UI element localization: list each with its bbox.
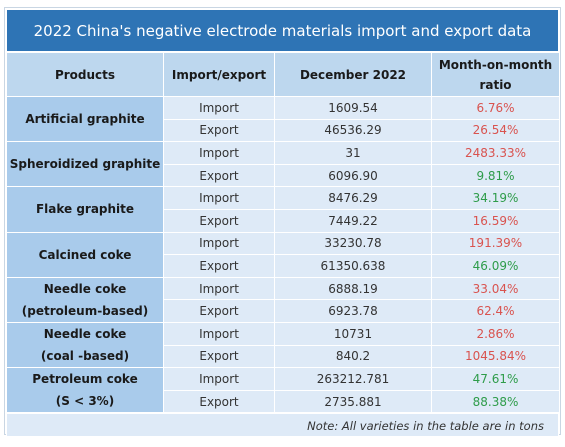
december-value-cell: 2735.881 [274,389,432,414]
import-export-cell: Export [163,163,275,188]
december-value-cell: 33230.78 [274,231,432,256]
mom-ratio-cell: 34.19% [431,186,560,210]
december-value-cell: 31 [274,141,432,165]
table-body: Artificial graphite Import 1609.54 6.76% Exp… [6,95,560,414]
product-name: Petroleum coke [32,372,138,387]
table-row: Needle coke (coal -based) Import 10731 2.86% [6,321,560,369]
data-table: Products Import/export December 2022 Mon… [6,52,560,414]
mom-ratio-cell: 26.54% [431,118,560,143]
import-export-cell: Export [163,389,275,414]
data-table-container: 2022 China's negative electrode material… [6,9,560,438]
product-name-cell: Artificial graphite [6,95,164,143]
header-december: December 2022 [274,52,432,97]
table-row: Petroleum coke (S < 3%) Import 263212.781 47… [6,367,560,414]
table-row: Spheroidized graphite Import 31 2483.33% [6,141,560,188]
product-name-qualifier: (S < 3%) [55,394,115,409]
product-name: Artificial graphite [25,112,145,127]
product-name-cell: Petroleum coke (S < 3%) [6,367,164,414]
import-export-cell: Import [163,367,275,391]
table-note: Note: All varieties in the table are in … [6,413,559,438]
header-mom-ratio: Month-on-month ratio [431,52,560,97]
table-row: Export 2735.881 88.38% [7,389,560,414]
mom-ratio-cell: 6.76% [431,96,560,120]
import-export-cell: Export [163,344,275,369]
table-row: Export 46536.29 26.54% [7,118,560,143]
december-value-cell: 61350.638 [274,254,432,278]
import-export-cell: Import [163,96,275,120]
mom-ratio-cell: 88.38% [431,389,560,414]
table-title: 2022 China's negative electrode material… [6,9,559,52]
product-name: Calcined coke [38,247,132,262]
table-row: Export 840.2 1045.84% [7,344,560,369]
december-value-cell: 46536.29 [274,118,432,143]
table-row: Export 6923.78 62.4% [7,299,560,323]
product-name-qualifier: (coal -based) [40,349,130,364]
import-export-cell: Import [163,276,275,301]
december-value-cell: 10731 [274,321,432,346]
import-export-cell: Export [163,299,275,323]
table-row: Export 61350.638 46.09% [7,254,560,278]
december-value-cell: 6923.78 [274,299,432,323]
header-import-export: Import/export [163,52,275,97]
import-export-cell: Import [163,186,275,210]
import-export-cell: Import [163,321,275,346]
mom-ratio-cell: 2483.33% [431,141,560,165]
product-name: Flake graphite [35,202,135,217]
header-products: Products [6,52,164,97]
product-name-cell: Needle coke (petroleum-based) [6,276,164,323]
table-row: Artificial graphite Import 1609.54 6.76% [6,95,560,143]
mom-ratio-cell: 191.39% [431,231,560,256]
mom-ratio-cell: 46.09% [431,254,560,278]
december-value-cell: 1609.54 [274,96,432,120]
product-name: Needle coke [43,281,127,296]
product-name-cell: Needle coke (coal -based) [6,321,164,369]
december-value-cell: 8476.29 [274,186,432,210]
header-mom-line2: ratio [479,77,512,92]
mom-ratio-cell: 47.61% [431,367,560,391]
december-value-cell: 7449.22 [274,208,432,233]
product-name: Needle coke [43,327,127,342]
december-value-cell: 840.2 [274,344,432,369]
table-row: Flake graphite Import 8476.29 34.19% [6,186,560,233]
mom-ratio-cell: 9.81% [431,163,560,188]
table-row: Export 7449.22 16.59% [7,208,560,233]
product-name-cell: Spheroidized graphite [6,141,164,188]
december-value-cell: 263212.781 [274,367,432,391]
product-name-qualifier: (petroleum-based) [21,303,149,318]
table-row: Calcined coke Import 33230.78 191.39% [6,231,560,278]
mom-ratio-cell: 1045.84% [431,344,560,369]
mom-ratio-cell: 62.4% [431,299,560,323]
import-export-cell: Export [163,254,275,278]
header-mom-line1: Month-on-month [438,57,553,72]
december-value-cell: 6888.19 [274,276,432,301]
mom-ratio-cell: 33.04% [431,276,560,301]
product-name-cell: Calcined coke [6,231,164,278]
import-export-cell: Import [163,231,275,256]
december-value-cell: 6096.90 [274,163,432,188]
import-export-cell: Export [163,118,275,143]
mom-ratio-cell: 2.86% [431,321,560,346]
product-name-cell: Flake graphite [6,186,164,233]
import-export-cell: Import [163,141,275,165]
mom-ratio-cell: 16.59% [431,208,560,233]
header-row: Products Import/export December 2022 Mon… [6,52,560,97]
product-name: Spheroidized graphite [9,157,161,172]
table-row: Needle coke (petroleum-based) Import 6888.1… [6,276,560,323]
import-export-cell: Export [163,208,275,233]
